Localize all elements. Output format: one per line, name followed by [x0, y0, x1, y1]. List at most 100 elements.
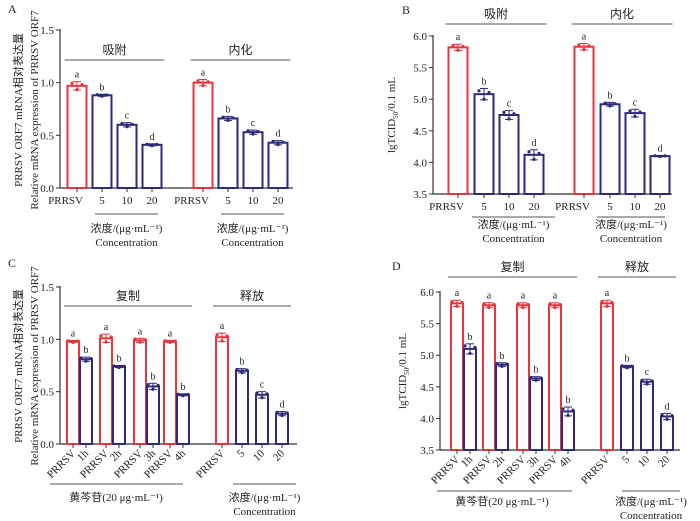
- significance-letter: a: [605, 288, 610, 299]
- data-point: [492, 302, 496, 307]
- bar: [163, 340, 177, 445]
- x-tick-label: 4h: [557, 453, 574, 470]
- data-point: [225, 334, 229, 338]
- data-point: [109, 335, 113, 339]
- data-point: [527, 150, 531, 154]
- data-point: [553, 305, 557, 310]
- x-tick-label: PRRSV: [555, 201, 590, 213]
- data-point: [99, 334, 103, 338]
- data-point: [645, 382, 649, 386]
- x-tick-label: 10: [248, 195, 260, 207]
- bar: [447, 46, 469, 195]
- data-point: [285, 411, 289, 415]
- y-tick-label: 3.5: [413, 189, 427, 201]
- x-tick-label: 20: [655, 201, 667, 213]
- y-tick-label: 0.0: [40, 183, 54, 195]
- data-point: [638, 110, 642, 114]
- significance-letter: d: [665, 401, 670, 412]
- sub-label-unit: 黄芩苷(20 μg·mL⁻¹): [69, 490, 163, 504]
- significance-letter: a: [487, 291, 492, 302]
- bar: [473, 93, 495, 195]
- y-tick-label: 1.0: [40, 334, 54, 346]
- y-tick-label: 4.5: [413, 126, 427, 138]
- data-point: [256, 129, 260, 134]
- y-tick-label: 3.5: [420, 445, 434, 457]
- data-point: [548, 302, 552, 306]
- significance-letter: d: [280, 400, 285, 411]
- data-point: [521, 305, 525, 310]
- significance-letter: b: [117, 354, 122, 365]
- data-point: [76, 339, 80, 343]
- bar: [66, 84, 88, 189]
- bar: [624, 112, 646, 195]
- y-tick-label: 6.0: [413, 31, 427, 43]
- sub-label-unit: 浓度/(μg·mL⁻¹): [217, 221, 289, 235]
- data-point: [145, 142, 149, 146]
- bar: [498, 114, 520, 195]
- significance-letter: a: [455, 288, 460, 299]
- sub-label-english: Concentration: [620, 510, 683, 521]
- data-point: [613, 102, 617, 106]
- bar: [561, 410, 575, 451]
- significance-letter: b: [151, 371, 156, 382]
- significance-letter: b: [226, 104, 231, 115]
- data-point: [529, 375, 533, 380]
- data-point: [186, 392, 190, 397]
- sub-label-english: Concentration: [221, 237, 284, 249]
- significance-letter: a: [553, 291, 558, 302]
- data-point: [100, 94, 104, 98]
- data-point: [155, 142, 159, 147]
- data-point: [608, 104, 612, 108]
- data-point: [226, 118, 230, 122]
- data-point: [71, 340, 75, 344]
- bar: [450, 302, 464, 451]
- bar: [660, 415, 674, 451]
- y-tick-label: 4.5: [420, 382, 434, 394]
- x-tick-label: 5: [235, 447, 248, 460]
- data-point: [603, 101, 607, 105]
- data-point: [539, 376, 543, 380]
- significance-letter: b: [625, 353, 630, 364]
- bar: [529, 377, 543, 452]
- y-tick-label: 5.0: [420, 350, 434, 362]
- bar: [255, 393, 269, 446]
- x-tick-label: 4h: [172, 447, 189, 464]
- group-label: 吸附: [484, 7, 508, 21]
- data-point: [221, 115, 225, 119]
- data-point: [206, 80, 210, 84]
- bar: [516, 304, 530, 451]
- bar: [146, 385, 160, 445]
- data-point: [455, 304, 459, 308]
- data-point: [173, 339, 177, 343]
- significance-letter: b: [500, 351, 505, 362]
- data-point: [95, 93, 99, 97]
- sub-label-unit: 浓度/(μg·mL⁻¹): [478, 217, 550, 231]
- group-label: 复制: [116, 289, 140, 303]
- data-point: [84, 359, 88, 363]
- significance-letter: a: [456, 32, 461, 43]
- x-tick-label: PRRSV: [429, 201, 464, 213]
- bar: [620, 365, 634, 451]
- data-point: [117, 365, 121, 370]
- data-point: [265, 392, 269, 396]
- bar: [548, 304, 562, 451]
- bar: [217, 117, 239, 189]
- data-point: [610, 300, 614, 305]
- data-point: [146, 382, 150, 387]
- data-point: [628, 109, 632, 113]
- y-axis-title: lgTCID50/0.1 mL: [386, 77, 400, 153]
- bar: [482, 304, 496, 451]
- data-point: [561, 407, 565, 411]
- data-point: [181, 394, 185, 398]
- x-tick-label: 5: [225, 195, 231, 207]
- data-point: [630, 364, 634, 368]
- bar-group-2: 内化 a PRRSV b 5 c 10 d 20 浓度/(μg·mL⁻¹) Concentratio…: [555, 7, 673, 245]
- y-tick-label: 0.5: [40, 387, 54, 399]
- bar: [192, 81, 214, 189]
- x-tick-label: 20: [656, 453, 673, 470]
- bar-group-2: 内化 a PRRSV b 5 c 10 d 20 浓度/(μg·mL⁻¹) Concentratio…: [174, 43, 291, 249]
- y-axis-title: Relative mRNA expression of PRRSV ORF7: [29, 266, 41, 466]
- data-point: [460, 300, 464, 305]
- data-point: [168, 340, 172, 344]
